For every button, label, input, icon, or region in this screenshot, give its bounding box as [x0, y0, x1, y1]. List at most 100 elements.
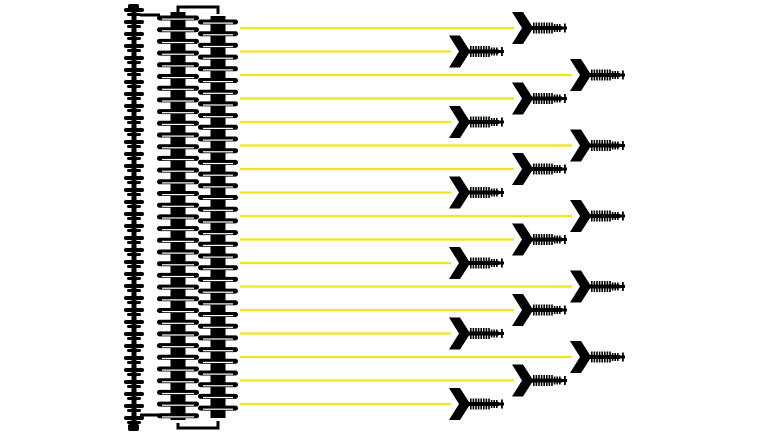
- rail-link: [124, 176, 144, 180]
- column-disc-gap: [203, 279, 233, 282]
- arrowhead-feather: [533, 375, 535, 386]
- arrowhead-feather: [477, 257, 480, 269]
- column-disc-gap: [162, 404, 194, 406]
- arrowhead-feather: [488, 187, 490, 198]
- arrowhead-feather: [553, 235, 556, 244]
- column-disc-gap: [162, 123, 194, 125]
- arrowhead-tail-cross: [501, 117, 503, 127]
- column-disc-gap: [162, 41, 194, 44]
- column-disc-gap: [162, 112, 194, 114]
- column-disc: [198, 89, 238, 95]
- arrowhead-feather: [477, 116, 480, 128]
- arrowhead-feather: [559, 376, 561, 385]
- column-disc-gap: [162, 275, 194, 278]
- arrowhead-tail-cross: [564, 164, 566, 174]
- arrowhead-feather: [559, 235, 561, 244]
- column-disc-gap: [162, 194, 194, 196]
- arrowhead: [449, 388, 504, 420]
- arrowhead-feather: [591, 281, 593, 292]
- rail-link: [124, 68, 144, 72]
- column-disc: [157, 378, 199, 384]
- column-disc-gap: [162, 53, 194, 55]
- arrowhead-feather: [543, 22, 545, 34]
- arrowhead-chevron: [512, 153, 532, 185]
- rail-link: [127, 313, 141, 316]
- arrowhead-feather: [556, 235, 558, 244]
- column-disc-gap: [162, 135, 194, 137]
- arrowhead-feather: [470, 187, 472, 198]
- rail-link: [127, 145, 141, 148]
- arrowhead-feather: [553, 306, 556, 314]
- column-disc-gap: [162, 416, 194, 418]
- arrowhead-feather: [617, 212, 619, 220]
- column-disc-gap: [203, 326, 233, 328]
- column-disc: [157, 284, 199, 290]
- arrowhead-feather: [480, 328, 482, 339]
- arrowhead-feather: [488, 257, 490, 269]
- column-disc: [198, 241, 238, 247]
- rail-link: [124, 392, 144, 396]
- column-disc-gap: [162, 88, 194, 90]
- arrowhead-feather: [477, 46, 480, 57]
- arrowhead-feather: [551, 375, 553, 386]
- rail-link: [127, 337, 141, 340]
- arrowhead-feather: [535, 234, 538, 245]
- arrowhead-tail-cross: [564, 23, 566, 33]
- column-disc: [157, 120, 199, 126]
- arrowhead-feather: [496, 329, 498, 338]
- rail-cap: [128, 424, 139, 431]
- arrowhead-feather: [480, 116, 482, 128]
- column-disc: [198, 136, 238, 142]
- column-disc: [198, 218, 238, 224]
- column-disc: [157, 343, 199, 349]
- arrowhead-feather: [488, 328, 490, 339]
- arrowhead: [512, 153, 567, 185]
- arrowhead-feather: [496, 400, 498, 408]
- arrowhead-feather: [617, 282, 619, 291]
- arrowhead-feather: [553, 376, 556, 385]
- arrowhead-feather: [493, 259, 495, 267]
- arrowhead-feather: [609, 210, 611, 222]
- arrowhead-tail-cross: [622, 141, 624, 150]
- column-disc: [157, 74, 199, 79]
- arrowhead-feather: [596, 210, 598, 222]
- rail-link: [124, 260, 144, 264]
- rail-link: [124, 404, 144, 408]
- arrowhead-feather: [609, 69, 611, 81]
- column-disc-gap: [162, 287, 194, 289]
- arrowhead-feather: [591, 140, 593, 151]
- arrowhead-chevron: [449, 247, 469, 279]
- column-disc: [157, 97, 199, 103]
- column-disc-gap: [203, 92, 233, 94]
- arrowhead-feather: [538, 304, 540, 316]
- arrowhead-feather: [553, 94, 556, 103]
- column-disc-gap: [203, 69, 233, 71]
- arrowhead-feather: [493, 329, 495, 338]
- arrowhead-feather: [606, 140, 609, 151]
- arrowhead-chevron: [512, 294, 532, 326]
- column-disc: [157, 167, 199, 173]
- arrowhead-feather: [601, 210, 603, 222]
- arrowhead-chevron: [570, 341, 590, 373]
- rail-link: [127, 169, 141, 172]
- rail-link: [127, 61, 141, 64]
- rail-link: [124, 212, 144, 216]
- arrowhead-feather: [548, 234, 551, 245]
- column-disc-gap: [203, 244, 233, 246]
- column-disc-gap: [203, 256, 233, 258]
- rail-link: [124, 344, 144, 348]
- column-disc-gap: [203, 127, 233, 129]
- arrowhead-feather: [490, 259, 493, 267]
- arrowhead-feather: [475, 398, 477, 410]
- connector-bracket: [176, 5, 220, 14]
- arrowhead-chevron: [512, 82, 532, 115]
- arrowhead-feather: [596, 69, 598, 81]
- rail-link: [124, 104, 144, 108]
- arrowhead-feather: [551, 22, 553, 34]
- rail-link: [124, 272, 144, 276]
- rail-link: [124, 92, 144, 96]
- column-disc-gap: [203, 57, 233, 59]
- yellow-lines: [240, 26, 572, 406]
